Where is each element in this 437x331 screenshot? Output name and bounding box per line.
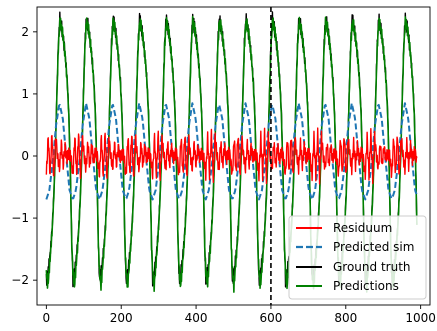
- y-axis: −2 −1 0 1 2: [11, 25, 37, 287]
- legend-label-ground-truth: Ground truth: [333, 260, 411, 274]
- legend-label-predictions: Predictions: [333, 279, 399, 293]
- y-tick-label: 1: [21, 87, 29, 101]
- legend-box: [288, 215, 427, 300]
- x-tick-label: 0: [43, 311, 51, 325]
- y-tick-label: 2: [21, 25, 29, 39]
- series-line-residuum: [45, 127, 418, 185]
- y-tick-label: 0: [21, 149, 29, 163]
- legend: Residuum Predicted sim Ground truth Pred…: [288, 215, 427, 300]
- series-layer: [45, 11, 418, 293]
- x-tick-label: 1000: [405, 311, 436, 325]
- x-axis: 0 200 400 600 800 1000: [43, 305, 436, 325]
- x-tick-label: 200: [110, 311, 133, 325]
- series-line-predicted-sim: [45, 102, 418, 201]
- y-tick-label: −1: [11, 211, 29, 225]
- x-tick-label: 800: [334, 311, 357, 325]
- legend-label-predicted-sim: Predicted sim: [333, 240, 414, 254]
- legend-label-residuum: Residuum: [333, 221, 392, 235]
- y-tick-label: −2: [11, 273, 29, 287]
- x-tick-label: 600: [259, 311, 282, 325]
- x-tick-label: 400: [185, 311, 208, 325]
